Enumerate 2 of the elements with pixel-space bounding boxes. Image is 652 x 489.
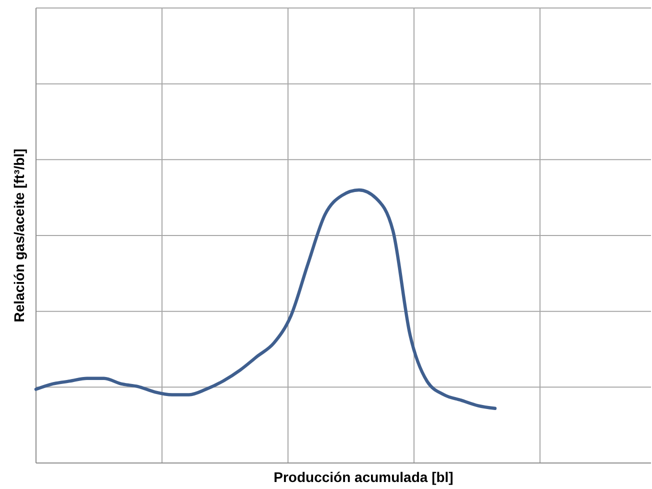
x-axis-title: Producción acumulada [bl]: [274, 469, 454, 485]
y-axis-title: Relación gas/aceite [ft³/bl]: [11, 148, 27, 322]
